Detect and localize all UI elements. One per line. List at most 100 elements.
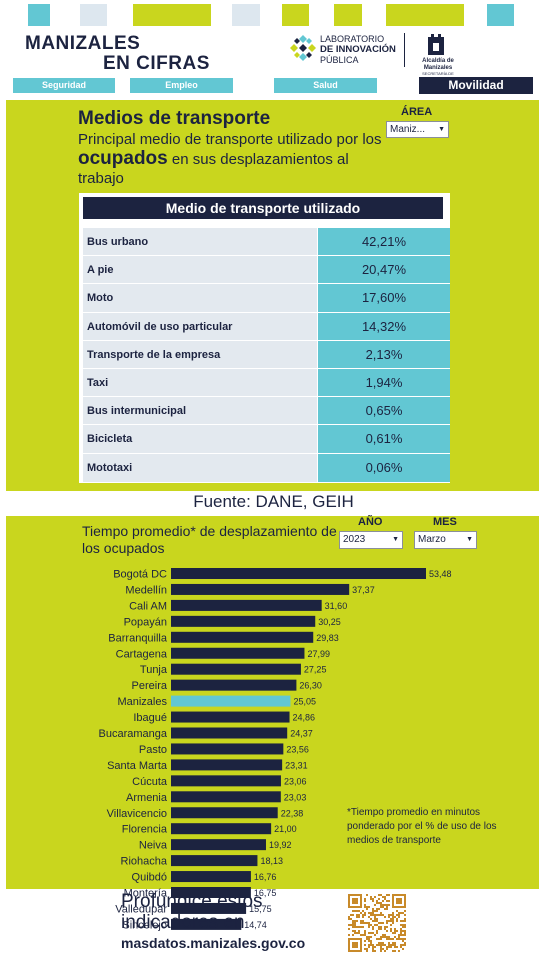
innovation-lab-name: LABORATORIO DE INNOVACIÓN PÚBLICA — [320, 34, 396, 65]
table-row: Moto 17,60% — [83, 283, 450, 313]
tab-salud[interactable]: Salud — [274, 78, 377, 93]
bar — [171, 663, 301, 675]
decor-square — [334, 4, 362, 26]
bar — [171, 711, 290, 723]
transport-mode-value: 14,32% — [318, 312, 450, 341]
transport-mode-label: Bus urbano — [83, 228, 317, 256]
category-label: Florencia — [122, 824, 168, 836]
bar — [171, 647, 305, 659]
transport-mode-value: 2,13% — [318, 340, 450, 369]
category-label: Tunja — [140, 664, 168, 676]
transport-table: Medio de transporte utilizado Bus urbano… — [79, 193, 450, 483]
table-row: Bus intermunicipal 0,65% — [83, 396, 450, 426]
footer-cta: Profundice estos indicadores en — [121, 891, 263, 933]
bar-value-label: 26,30 — [299, 681, 322, 691]
decor-square — [487, 4, 514, 26]
category-label: Valledupar — [115, 903, 167, 915]
category-label: Montería — [124, 888, 168, 900]
bar-value-label: 27,25 — [304, 665, 327, 675]
bar — [171, 568, 426, 579]
qr-code-icon[interactable] — [348, 894, 406, 952]
area-select[interactable]: Maniz... ▼ — [386, 121, 449, 138]
bar — [171, 918, 242, 930]
bar-value-label: 24,37 — [290, 729, 313, 739]
bar — [171, 599, 322, 611]
bar — [171, 871, 251, 883]
bar-value-label: 27,99 — [307, 649, 330, 659]
transport-mode-label: Transporte de la empresa — [83, 340, 317, 369]
transport-mode-label: Automóvil de uso particular — [83, 312, 317, 341]
transport-mode-value: 0,61% — [318, 425, 450, 454]
bar-value-label: 19,92 — [269, 840, 292, 850]
transport-mode-value: 1,94% — [318, 369, 450, 397]
category-label: Sincelejo — [122, 919, 167, 931]
bar — [171, 615, 316, 627]
commute-title: Tiempo promedio* de desplazamiento de lo… — [82, 523, 337, 556]
bar-value-label: 23,56 — [286, 744, 309, 754]
bar-value-label: 18,13 — [260, 856, 283, 866]
bar — [171, 727, 288, 739]
category-label: Manizales — [117, 696, 167, 708]
transport-mode-label: Bicicleta — [83, 425, 317, 454]
table-row: Bicicleta 0,61% — [83, 424, 450, 454]
bar-value-label: 29,83 — [316, 633, 339, 643]
bar — [171, 823, 272, 835]
decor-square — [282, 4, 309, 26]
category-label: Pasto — [139, 744, 167, 756]
bar — [171, 902, 247, 914]
bar-value-label: 53,48 — [429, 569, 452, 579]
bar-value-label: 23,03 — [284, 792, 307, 802]
bar-value-label: 25,05 — [293, 697, 316, 707]
month-label: MES — [433, 516, 457, 528]
tab-seguridad[interactable]: Seguridad — [13, 78, 115, 93]
month-select[interactable]: Marzo ▼ — [414, 531, 477, 549]
bar-value-label: 16,75 — [254, 888, 277, 898]
transport-mode-label: Moto — [83, 284, 317, 313]
category-label: Armenia — [126, 792, 168, 804]
bar-value-label: 23,31 — [285, 760, 308, 770]
bar — [171, 759, 283, 771]
bar-value-label: 31,60 — [325, 601, 348, 611]
transport-mode-label: Taxi — [83, 369, 317, 397]
year-select[interactable]: 2023 ▼ — [339, 531, 403, 549]
transport-mode-label: A pie — [83, 256, 317, 285]
decor-square — [133, 4, 211, 26]
bar-value-label: 24,86 — [293, 713, 316, 723]
bar-value-label: 14,74 — [244, 920, 267, 930]
bar — [171, 887, 251, 898]
tab-movilidad[interactable]: Movilidad — [419, 77, 533, 94]
category-label: Cali AM — [129, 600, 167, 612]
table-row: Taxi 1,94% — [83, 368, 450, 397]
category-label: Bucaramanga — [99, 728, 168, 740]
transport-mode-label: Mototaxi — [83, 453, 317, 482]
brand-title-line1: MANIZALES — [25, 33, 141, 54]
bar-value-label: 16,76 — [254, 872, 277, 882]
bar — [171, 631, 314, 643]
bar-value-label: 23,06 — [284, 776, 307, 786]
bar — [171, 743, 284, 755]
transport-mode-value: 20,47% — [318, 256, 450, 285]
footer-link[interactable]: masdatos.manizales.gov.co — [121, 935, 306, 951]
area-label: ÁREA — [401, 106, 433, 118]
decor-square — [28, 4, 50, 26]
category-label: Barranquilla — [108, 632, 168, 644]
category-label: Villavicencio — [107, 808, 167, 820]
table-row: Automóvil de uso particular 14,32% — [83, 311, 450, 341]
bar — [171, 775, 281, 787]
bar — [171, 791, 281, 803]
transport-mode-label: Bus intermunicipal — [83, 397, 317, 426]
transport-title: Medios de transporte — [78, 108, 271, 129]
bar — [171, 839, 266, 851]
category-label: Cúcuta — [132, 776, 168, 788]
tab-empleo[interactable]: Empleo — [130, 78, 233, 93]
bar-value-label: 15,75 — [249, 904, 272, 914]
category-label: Medellín — [125, 584, 167, 596]
chevron-down-icon: ▼ — [466, 536, 473, 543]
decor-square — [386, 4, 464, 26]
category-label: Bogotá DC — [113, 569, 167, 581]
year-label: AÑO — [358, 516, 383, 528]
brand-title-line2: EN CIFRAS — [103, 53, 210, 74]
table-row: A pie 20,47% — [83, 255, 450, 285]
transport-mode-value: 0,06% — [318, 453, 450, 482]
table-row: Transporte de la empresa 2,13% — [83, 339, 450, 369]
